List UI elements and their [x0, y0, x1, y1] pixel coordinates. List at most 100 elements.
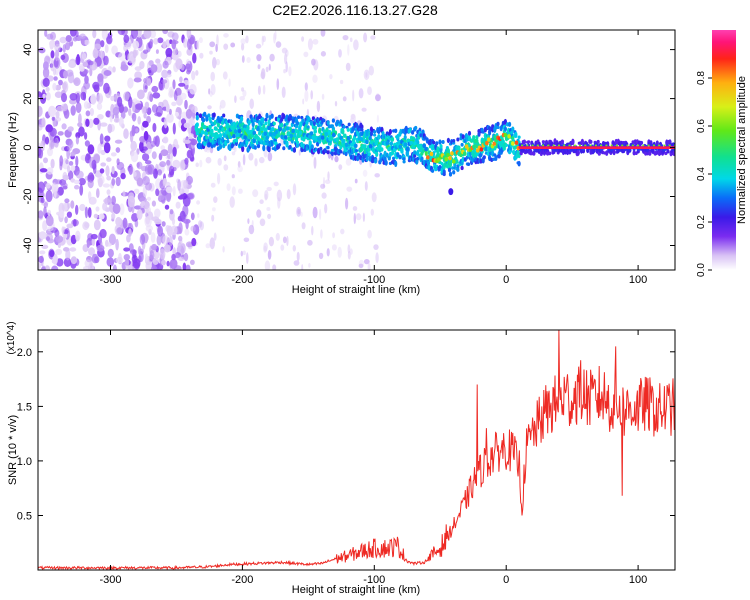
- spectrogram-cell: [364, 181, 368, 191]
- colorbar: 0.0 0.2 0.4 0.6 0.8 Normalized spectral ampl…: [696, 30, 748, 277]
- spectrogram-cell: [339, 119, 343, 126]
- spectrogram-cell: [272, 121, 276, 126]
- spectrogram-cell: [269, 132, 273, 137]
- spectrogram-cell: [373, 244, 379, 251]
- spectrogram-cell: [292, 245, 296, 252]
- spectrogram-cell: [274, 30, 277, 40]
- spectrogram-cell: [162, 235, 170, 246]
- spectrogram-cell: [182, 262, 187, 270]
- spectrogram-cell: [141, 200, 146, 207]
- spectrogram-cell: [195, 162, 199, 168]
- spectrogram-cell: [461, 134, 465, 140]
- spectrogram-cell: [178, 256, 185, 261]
- spectrogram-cell: [286, 189, 291, 200]
- spectrogram-cell: [93, 84, 100, 93]
- spectrogram-cell: [205, 135, 209, 140]
- x-tick-label: -200: [231, 574, 253, 586]
- spectrogram-cell: [213, 126, 218, 131]
- spectrogram-cell: [151, 243, 158, 251]
- spectrogram-cell: [186, 149, 192, 159]
- spectrogram-cells: [38, 30, 675, 270]
- spectrogram-cell: [332, 232, 335, 239]
- spectrogram-cell: [331, 118, 335, 123]
- spectrogram-cell: [97, 143, 102, 154]
- spectrogram-cell: [166, 260, 170, 267]
- spectrogram-cell: [217, 158, 222, 166]
- spectrogram-cell: [57, 131, 64, 136]
- spectrogram-cell: [576, 149, 580, 156]
- spectrogram-cell: [292, 147, 296, 153]
- spectrogram-cell: [276, 133, 281, 138]
- spectrogram-cell: [116, 227, 123, 235]
- spectrogram-cell: [168, 86, 175, 95]
- spectrogram-cell: [157, 169, 162, 176]
- spectrogram-cell: [123, 254, 130, 261]
- spectrogram-cell: [330, 136, 334, 141]
- spectrogram-cell: [114, 139, 123, 144]
- spectrogram-cell: [48, 105, 56, 117]
- spectrogram-cell: [300, 212, 303, 217]
- spectrogram-cell: [66, 223, 74, 229]
- spectrogram-cell: [45, 91, 51, 101]
- spectrogram-cell: [63, 70, 68, 79]
- spectrogram-cell: [123, 106, 129, 113]
- spectrogram-cell: [118, 52, 126, 61]
- spectrogram-cell: [368, 144, 373, 149]
- colorbar-tick-label: 0.8: [696, 71, 707, 85]
- spectrogram-cell: [117, 30, 126, 36]
- spectrogram-cell: [46, 236, 50, 241]
- spectrogram-cell: [248, 152, 254, 161]
- colorbar-axis: 0.0 0.2 0.4 0.6 0.8: [696, 71, 712, 277]
- chart-title: C2E2.2026.116.13.27.G28: [272, 2, 438, 18]
- spectrogram-cell: [379, 147, 384, 152]
- spectrogram-cell: [142, 153, 150, 162]
- spectrogram-cell: [326, 150, 330, 155]
- spectrogram-cell: [122, 217, 128, 229]
- spectrogram-cell: [248, 224, 255, 235]
- snr-frame: [37, 329, 676, 571]
- spectrogram-cell: [209, 91, 213, 97]
- spectrogram-cell: [179, 159, 186, 171]
- spectrogram-cell: [111, 195, 116, 206]
- spectrogram-cell: [514, 131, 518, 139]
- spectrogram-cell: [175, 144, 180, 149]
- spectrogram-cell: [169, 258, 178, 270]
- spectrogram-cell: [223, 164, 229, 171]
- spectrogram-cell: [337, 246, 342, 258]
- spectrogram-cell: [145, 206, 151, 214]
- spectrogram-cell: [368, 65, 374, 76]
- spectrogram-cell: [508, 121, 512, 127]
- spectrogram-cell: [38, 181, 45, 193]
- spectrogram-cell: [235, 132, 240, 138]
- spectrogram-cell: [42, 93, 46, 99]
- spectrogram-cell: [563, 144, 566, 147]
- spectrogram-cell: [61, 92, 67, 103]
- spectrogram-cell: [179, 76, 183, 83]
- spectrogram-cell: [149, 250, 155, 261]
- spectrogram-cell: [264, 117, 268, 122]
- spectrogram-cell: [511, 126, 515, 132]
- spectrogram-cell: [392, 156, 396, 160]
- spectrogram-cell: [389, 141, 393, 147]
- spectrogram-cell: [163, 117, 168, 129]
- spectrogram-cell: [44, 265, 51, 270]
- spectrogram-cell: [240, 250, 243, 257]
- spectrogram-cell: [527, 140, 531, 144]
- spectrogram-cell: [120, 64, 129, 72]
- spectrogram-cell: [362, 212, 365, 222]
- spectrogram-cell: [223, 43, 229, 50]
- spectrogram-cell: [161, 259, 166, 266]
- spectrogram-cell: [154, 112, 162, 117]
- spectrogram-cell: [271, 127, 275, 132]
- spectrogram-cell: [99, 133, 104, 145]
- spectrogram-cell: [169, 209, 174, 215]
- spectrogram-cell: [177, 179, 181, 191]
- spectrogram-cell: [198, 37, 203, 44]
- spectrogram-cell: [403, 134, 407, 140]
- spectrogram-cell: [351, 125, 356, 132]
- spectrogram-cell: [375, 151, 379, 157]
- colorbar-label: Normalized spectral amplitude: [736, 76, 748, 224]
- spectrogram-cell: [246, 252, 249, 264]
- spectrogram-cell: [116, 158, 120, 166]
- spectrogram-cell: [131, 112, 137, 122]
